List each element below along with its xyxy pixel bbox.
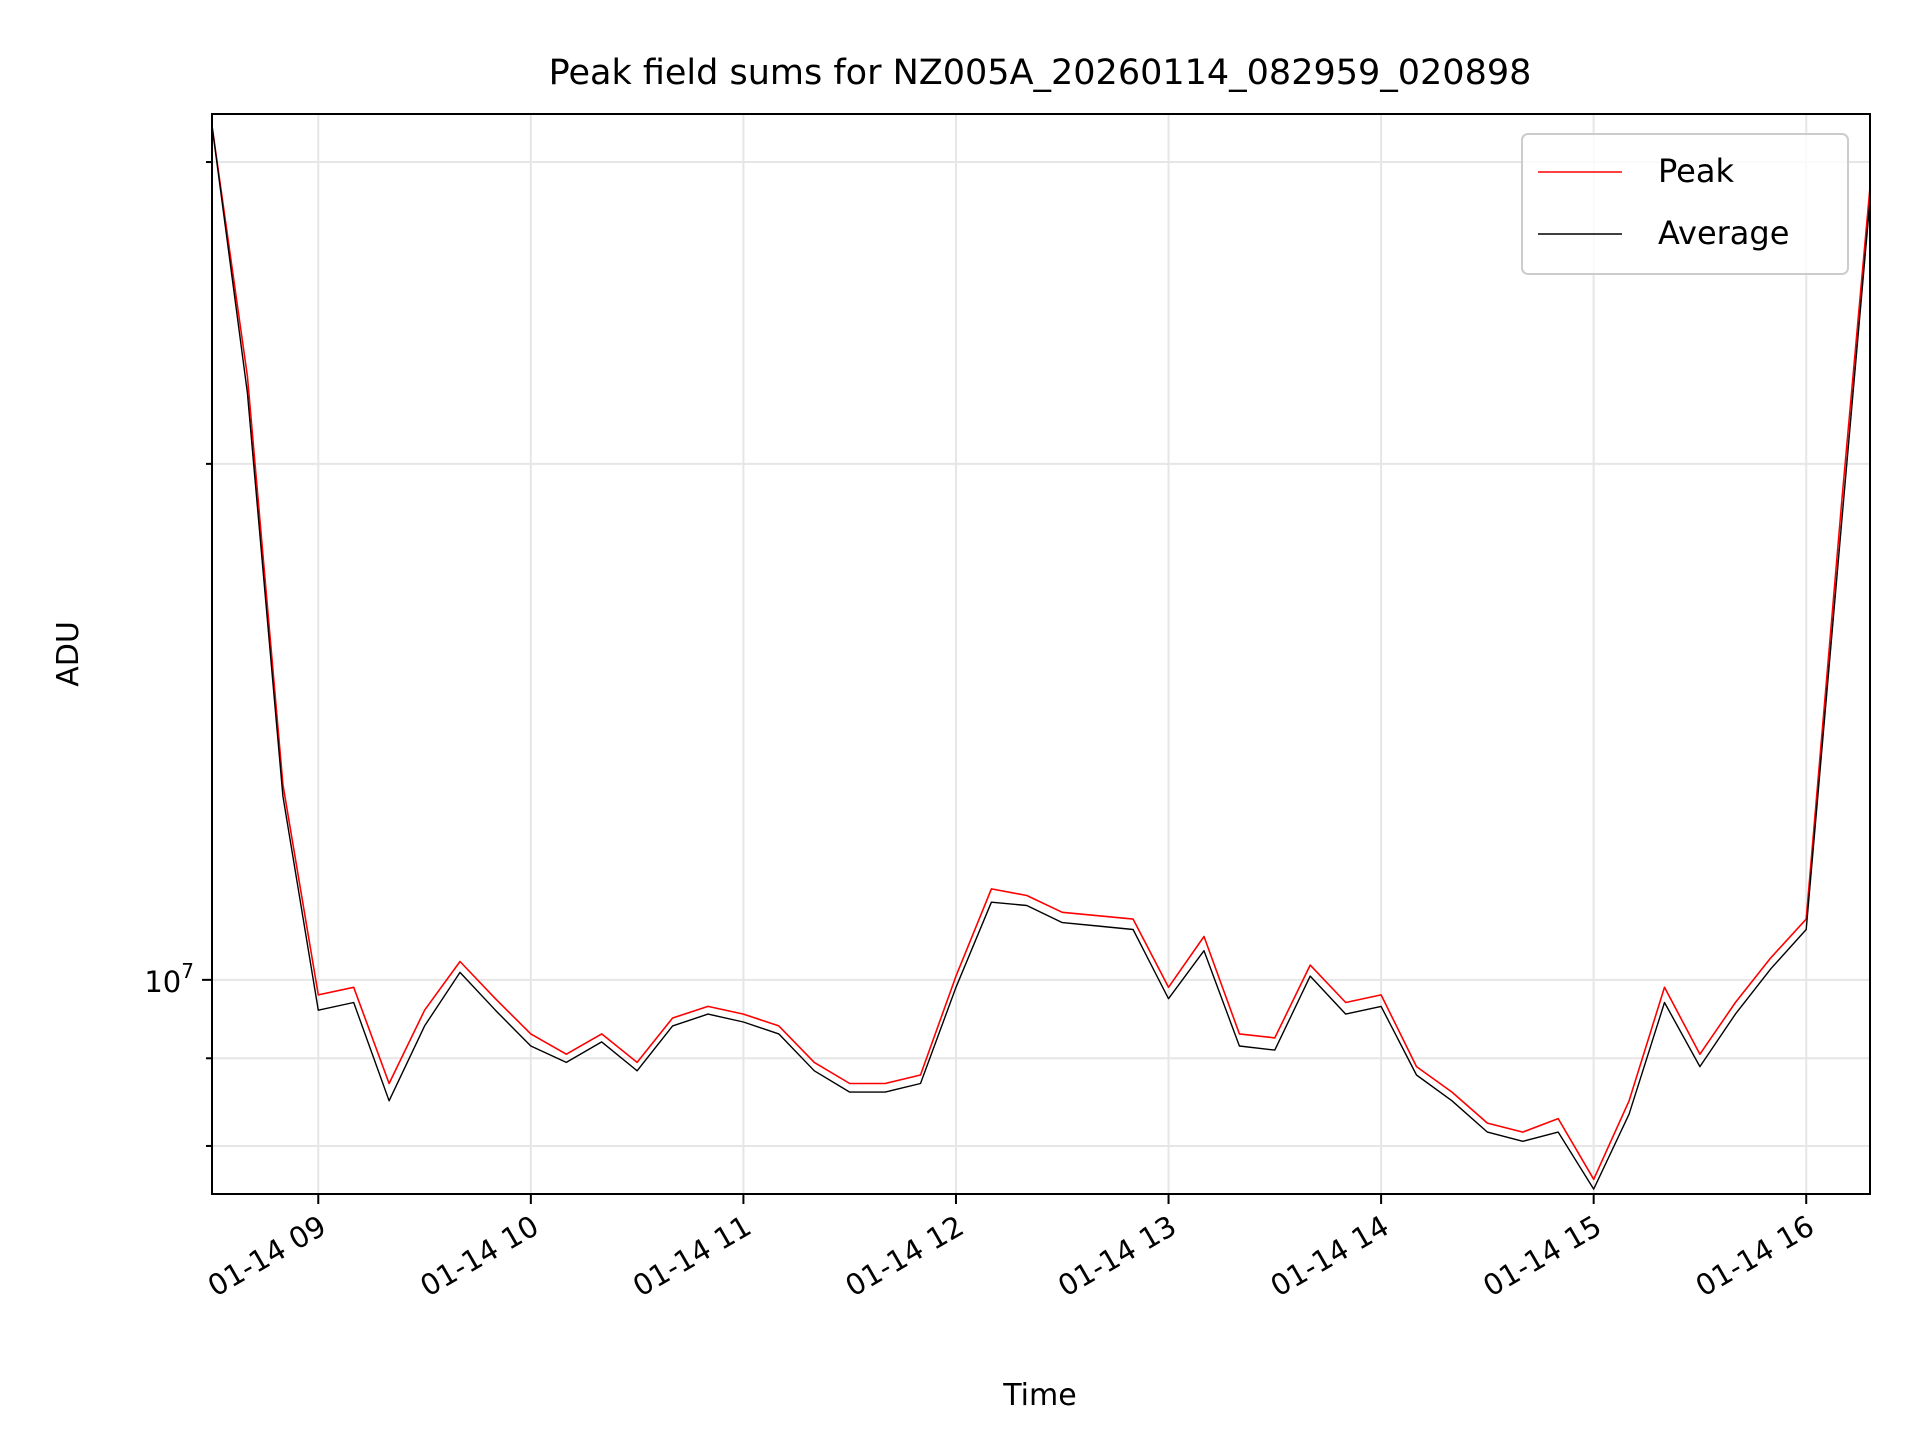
series-line-average <box>211 125 1871 1190</box>
chart-title: Peak field sums for NZ005A_20260114_0829… <box>549 53 1532 93</box>
legend-box <box>1521 133 1849 275</box>
y-axis-label: ADU <box>51 621 86 687</box>
grid-lines <box>212 114 1870 1194</box>
legend-label-average: Average <box>1658 214 1789 252</box>
legend: Peak Average <box>1521 133 1849 275</box>
legend-label-peak: Peak <box>1658 152 1734 190</box>
series-line-peak <box>211 125 1871 1181</box>
series-lines <box>211 125 1871 1190</box>
plot-frame <box>211 113 1871 1195</box>
x-axis-label: Time <box>1002 1378 1076 1413</box>
y-tick-label: 107 <box>144 959 194 999</box>
